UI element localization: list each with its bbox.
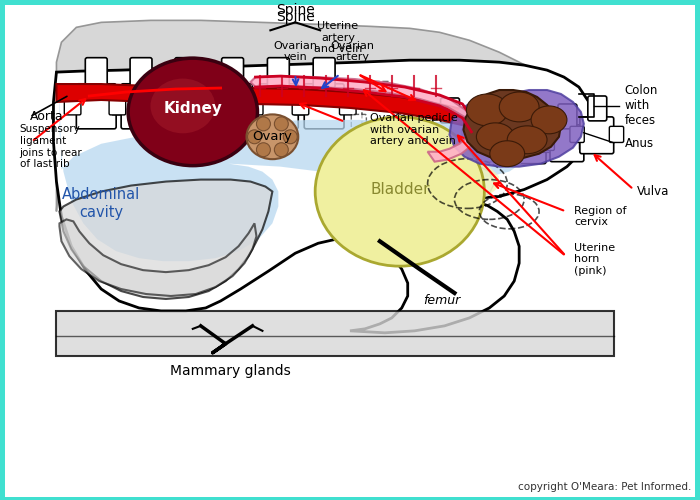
FancyBboxPatch shape (351, 114, 366, 132)
FancyBboxPatch shape (570, 126, 584, 142)
FancyBboxPatch shape (540, 134, 554, 150)
Ellipse shape (315, 117, 484, 266)
FancyBboxPatch shape (393, 114, 408, 132)
FancyBboxPatch shape (313, 58, 335, 88)
Bar (57, 311, 614, 356)
Text: Abdominal
cavity: Abdominal cavity (62, 188, 141, 220)
Text: Ovary: Ovary (253, 130, 293, 143)
Text: Vulva: Vulva (636, 185, 669, 198)
FancyBboxPatch shape (370, 82, 390, 108)
FancyBboxPatch shape (222, 58, 244, 88)
Polygon shape (251, 76, 477, 162)
Text: Kidney: Kidney (163, 102, 222, 116)
Circle shape (284, 130, 298, 144)
FancyBboxPatch shape (462, 128, 477, 144)
Text: Ovarian
artery: Ovarian artery (330, 40, 374, 62)
Polygon shape (60, 87, 524, 261)
FancyBboxPatch shape (362, 104, 398, 144)
Text: Aorta: Aorta (29, 110, 63, 124)
Text: Suspensory
ligament
joins to rear
of last rib: Suspensory ligament joins to rear of las… (20, 124, 83, 169)
FancyBboxPatch shape (64, 96, 81, 115)
Text: Ovarian pedicle
with ovarian
artery and vein: Ovarian pedicle with ovarian artery and … (370, 113, 458, 146)
FancyBboxPatch shape (480, 104, 499, 129)
FancyBboxPatch shape (588, 96, 607, 121)
FancyBboxPatch shape (550, 125, 584, 162)
FancyBboxPatch shape (175, 58, 197, 88)
Polygon shape (414, 156, 499, 204)
FancyBboxPatch shape (109, 96, 126, 115)
Polygon shape (53, 60, 594, 333)
FancyBboxPatch shape (423, 128, 437, 144)
Ellipse shape (477, 123, 514, 150)
FancyBboxPatch shape (76, 84, 116, 129)
Polygon shape (463, 90, 561, 160)
Ellipse shape (150, 78, 215, 134)
FancyBboxPatch shape (258, 84, 298, 129)
FancyBboxPatch shape (121, 84, 161, 129)
FancyBboxPatch shape (213, 84, 253, 129)
Text: Ovarian
vein: Ovarian vein (273, 40, 317, 62)
Polygon shape (60, 180, 272, 299)
Polygon shape (57, 20, 587, 212)
Polygon shape (449, 90, 584, 166)
FancyBboxPatch shape (520, 106, 539, 131)
FancyBboxPatch shape (111, 96, 128, 115)
Polygon shape (57, 84, 529, 150)
FancyBboxPatch shape (267, 58, 289, 88)
Ellipse shape (466, 94, 508, 126)
Circle shape (256, 142, 270, 156)
Text: Uterine
artery
and vein: Uterine artery and vein (314, 21, 362, 54)
Ellipse shape (508, 126, 547, 154)
Ellipse shape (128, 58, 258, 166)
FancyBboxPatch shape (512, 127, 546, 164)
FancyBboxPatch shape (248, 96, 265, 115)
FancyBboxPatch shape (340, 96, 356, 115)
FancyBboxPatch shape (246, 96, 263, 115)
Text: Mammary glands: Mammary glands (170, 364, 291, 378)
FancyBboxPatch shape (558, 104, 577, 129)
Ellipse shape (490, 141, 524, 167)
Text: Spine: Spine (276, 4, 314, 18)
FancyBboxPatch shape (433, 119, 466, 156)
Text: Uterine
horn
(pink): Uterine horn (pink) (574, 242, 615, 276)
FancyBboxPatch shape (473, 125, 506, 162)
FancyBboxPatch shape (304, 84, 344, 129)
FancyBboxPatch shape (154, 96, 171, 115)
Text: copyright O'Meara: Pet Informed.: copyright O'Meara: Pet Informed. (518, 482, 692, 492)
Circle shape (274, 117, 288, 131)
FancyBboxPatch shape (166, 84, 206, 129)
Text: Colon
with
feces: Colon with feces (624, 84, 658, 128)
FancyBboxPatch shape (542, 136, 556, 152)
FancyBboxPatch shape (580, 117, 614, 154)
FancyBboxPatch shape (440, 98, 459, 123)
Text: Spine: Spine (276, 10, 314, 24)
FancyBboxPatch shape (201, 96, 217, 115)
FancyBboxPatch shape (580, 134, 594, 150)
Polygon shape (60, 220, 256, 296)
Ellipse shape (246, 114, 298, 159)
Text: Region of
cervix: Region of cervix (574, 206, 626, 227)
FancyBboxPatch shape (609, 126, 624, 142)
Text: Anus: Anus (624, 138, 654, 150)
FancyBboxPatch shape (294, 96, 310, 115)
FancyBboxPatch shape (292, 96, 309, 115)
Polygon shape (407, 162, 494, 203)
Circle shape (274, 142, 288, 156)
FancyBboxPatch shape (156, 96, 173, 115)
Text: femur: femur (423, 294, 460, 308)
Circle shape (256, 117, 270, 131)
FancyBboxPatch shape (463, 134, 477, 150)
FancyBboxPatch shape (130, 58, 152, 88)
FancyBboxPatch shape (201, 96, 218, 115)
Circle shape (248, 130, 261, 144)
FancyBboxPatch shape (85, 58, 107, 88)
FancyBboxPatch shape (503, 136, 517, 152)
Text: Bladder: Bladder (370, 182, 430, 197)
Ellipse shape (499, 92, 539, 122)
FancyBboxPatch shape (502, 134, 516, 150)
Ellipse shape (531, 106, 567, 134)
